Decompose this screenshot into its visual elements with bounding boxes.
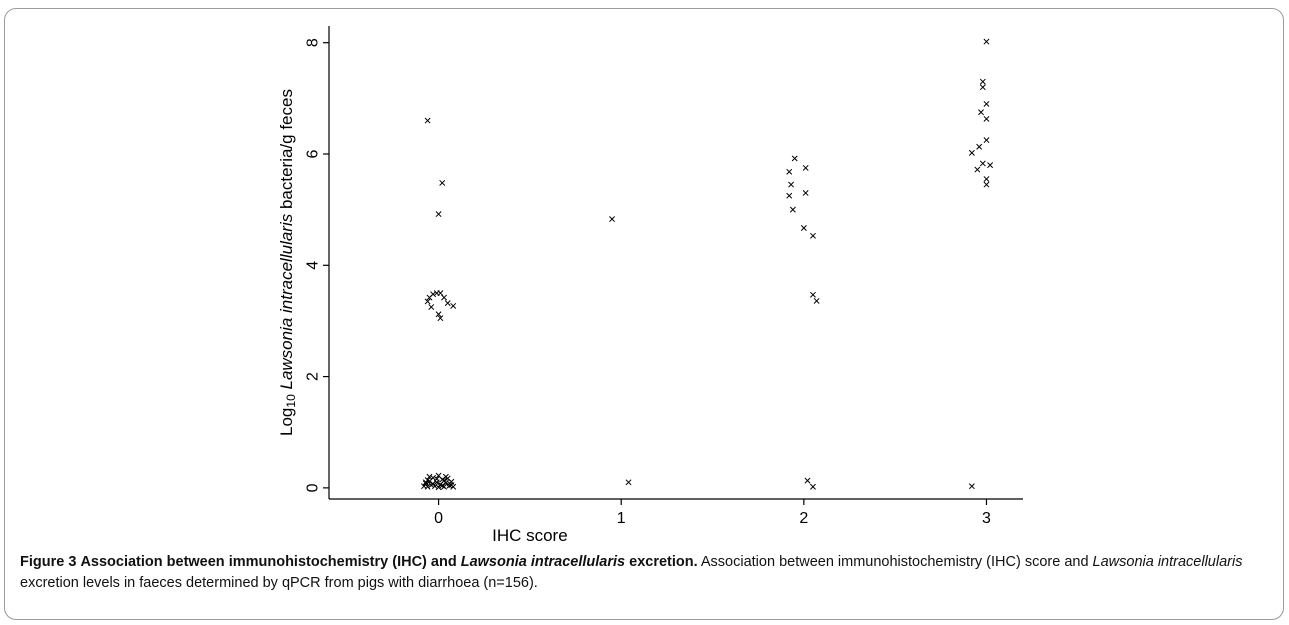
data-point <box>983 115 990 122</box>
data-point <box>802 189 809 196</box>
x-axis-label: IHC score <box>492 526 568 545</box>
figure-frame <box>4 8 1284 620</box>
y-label-species: Lawsonia intracellularis <box>277 213 296 389</box>
data-point <box>979 160 986 167</box>
x-tick-label: 0 <box>434 510 443 527</box>
data-point <box>609 216 616 223</box>
data-point <box>802 164 809 171</box>
caption-body-2: excretion levels in faeces determined by… <box>20 575 538 591</box>
caption-title-2: excretion. <box>625 554 698 570</box>
y-tick-label: 8 <box>305 38 322 47</box>
y-tick-label: 6 <box>305 149 322 158</box>
caption-title: Association between immunohistochemistry… <box>80 554 697 570</box>
y-label-subscript: 10 <box>284 394 298 408</box>
data-point <box>789 206 796 213</box>
caption-body-1: Association between immunohistochemistry… <box>697 554 1093 570</box>
caption-label: Figure 3 <box>20 554 77 570</box>
data-point <box>800 225 807 231</box>
data-point <box>428 304 435 310</box>
data-point <box>439 179 446 186</box>
data-point <box>983 176 990 182</box>
data-point <box>983 181 990 188</box>
data-point <box>983 100 990 107</box>
y-label-log: Log <box>277 408 296 436</box>
data-point <box>439 482 446 489</box>
data-point <box>430 474 437 481</box>
y-tick-label: 0 <box>305 483 322 492</box>
y-axis-label: Log10 Lawsonia intracellularis bacteria/… <box>277 89 298 436</box>
data-point <box>441 294 448 301</box>
data-point <box>804 477 811 484</box>
data-point <box>968 483 975 490</box>
data-point <box>979 84 986 91</box>
data-point <box>430 291 437 298</box>
data-point <box>424 298 431 305</box>
x-tick-label: 2 <box>799 510 808 527</box>
data-point <box>968 149 975 156</box>
data-point <box>433 476 440 482</box>
data-point <box>976 143 983 150</box>
data-point <box>437 290 444 297</box>
data-point <box>446 482 453 489</box>
data-point <box>978 109 984 116</box>
data-point <box>435 311 442 318</box>
data-point <box>441 477 448 484</box>
x-ticks: 0 1 2 3 <box>434 499 991 527</box>
x-tick-label: 1 <box>617 510 626 527</box>
data-point <box>437 315 444 322</box>
data-point <box>788 181 795 188</box>
caption-body-species: Lawsonia intracellularis <box>1092 554 1243 570</box>
data-point <box>444 300 451 307</box>
data-point <box>810 291 816 298</box>
data-point <box>810 232 816 239</box>
caption-title-species: Lawsonia intracellularis <box>460 554 626 570</box>
data-point <box>422 480 429 487</box>
data-point <box>979 78 986 85</box>
data-point <box>435 211 442 218</box>
y-tick-label: 2 <box>305 372 322 381</box>
y-ticks: 0 2 4 6 8 <box>305 38 329 492</box>
data-point <box>430 481 437 487</box>
data-point <box>786 192 793 199</box>
data-point <box>987 162 994 169</box>
y-label-unit: bacteria/g feces <box>277 89 296 214</box>
x-tick-label: 3 <box>982 510 991 527</box>
data-point <box>426 473 433 480</box>
data-point <box>424 117 431 124</box>
data-points <box>421 38 994 491</box>
caption-title-1: Association between immunohistochemistry… <box>80 554 461 570</box>
data-point <box>786 168 793 175</box>
y-tick-label: 4 <box>305 261 322 270</box>
data-point <box>983 38 990 45</box>
data-point <box>813 297 820 304</box>
data-point <box>442 473 449 480</box>
data-point <box>448 482 455 489</box>
scatter-chart: 0 1 2 3 0 2 4 6 8 IHC score Log10 Lawsonia intr… <box>277 26 1023 545</box>
data-point <box>983 137 990 144</box>
data-point <box>810 483 816 490</box>
data-point <box>422 479 429 486</box>
data-point <box>450 302 457 309</box>
data-point <box>435 484 442 491</box>
caption-body: Association between immunohistochemistry… <box>20 554 1242 591</box>
data-point <box>625 479 632 486</box>
data-point <box>974 166 981 173</box>
figure-caption: Figure 3 Association between immunohisto… <box>20 552 1275 594</box>
data-point <box>424 483 431 490</box>
data-point <box>791 155 798 162</box>
